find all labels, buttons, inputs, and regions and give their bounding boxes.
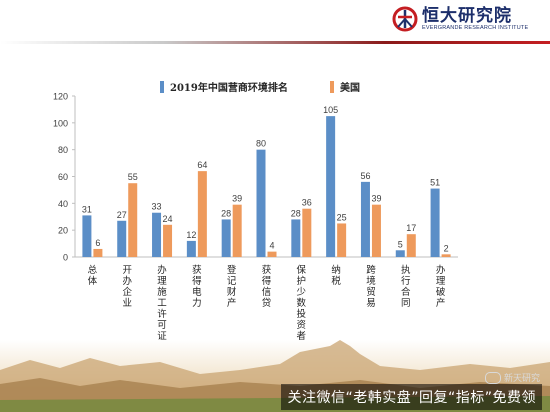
y-tick-label: 60 xyxy=(58,172,68,182)
x-tick-label: 获得电力 xyxy=(192,265,202,309)
header: 恒大研究院 EVERGRANDE RESEARCH INSTITUTE xyxy=(0,0,550,44)
bar xyxy=(337,223,347,257)
bar xyxy=(152,212,162,257)
chart-axes: 0 20 40 60 80 100 120 xyxy=(53,92,458,263)
bar xyxy=(93,248,103,257)
y-tick-label: 80 xyxy=(58,145,68,155)
bar xyxy=(395,250,405,257)
data-label: 55 xyxy=(128,172,138,182)
bar xyxy=(232,204,242,257)
chart-bars xyxy=(82,116,451,257)
bar xyxy=(197,171,207,257)
data-label: 39 xyxy=(232,194,242,204)
bar xyxy=(163,224,173,257)
brand-name: 恒大研究院 xyxy=(422,5,512,26)
bar xyxy=(128,183,138,257)
data-label: 39 xyxy=(371,194,381,204)
bar-chart: 2019年中国营商环境排名 美国 0 20 40 60 80 100 120 31 6 27 55 3… xyxy=(53,81,458,340)
x-tick-label: 总体 xyxy=(88,264,98,287)
data-label: 64 xyxy=(197,160,207,170)
bar xyxy=(302,208,312,257)
bar xyxy=(291,219,301,257)
x-tick-label: 办理破产 xyxy=(436,264,446,309)
x-tick-label: 获得信贷 xyxy=(262,265,272,309)
data-label: 31 xyxy=(82,204,92,214)
bar xyxy=(406,234,416,257)
y-tick-label: 120 xyxy=(53,92,68,102)
data-label: 4 xyxy=(269,241,274,251)
header-divider xyxy=(0,41,550,44)
x-tick-label: 跨境贸易 xyxy=(366,265,376,309)
data-label: 5 xyxy=(398,239,403,249)
bar xyxy=(441,254,451,257)
x-tick-label: 开办企业 xyxy=(122,265,132,309)
chart-x-ticks: 总体 开办企业 办理施工许可证 获得电力 登记财产 获得信贷 保护少数投资者 纳税 跨境贸易 执行… xyxy=(88,264,446,340)
y-tick-label: 20 xyxy=(58,226,68,236)
bar xyxy=(326,116,336,257)
x-tick-label: 办理施工许可证 xyxy=(157,264,167,340)
y-tick-label: 100 xyxy=(53,118,68,128)
data-label: 24 xyxy=(163,214,173,224)
brand-name-en: EVERGRANDE RESEARCH INSTITUTE xyxy=(422,24,529,31)
data-label: 51 xyxy=(430,178,440,188)
data-label: 33 xyxy=(152,202,162,212)
bar xyxy=(430,188,440,257)
bar xyxy=(221,219,231,257)
wechat-account-name: 新天研究 xyxy=(503,374,540,384)
y-tick-label: 40 xyxy=(58,199,68,209)
x-tick-label: 保护少数投资者 xyxy=(297,264,307,340)
data-label: 56 xyxy=(360,171,370,181)
bar xyxy=(117,220,127,257)
legend-label: 美国 xyxy=(340,81,360,94)
evergrande-logo-icon xyxy=(392,6,418,32)
chart-data-labels: 3162755332412642839804283610525563951751… xyxy=(82,105,449,253)
legend-label: 2019年中国营商环境排名 xyxy=(170,81,288,94)
data-label: 6 xyxy=(95,238,100,248)
bar xyxy=(360,181,370,257)
data-label: 105 xyxy=(323,105,338,115)
bar xyxy=(186,240,196,257)
legend-swatch xyxy=(160,81,164,93)
chart-legend: 2019年中国营商环境排名 美国 xyxy=(160,81,360,94)
legend-swatch xyxy=(330,81,334,93)
bar xyxy=(82,215,92,257)
data-label: 17 xyxy=(406,223,416,233)
y-tick-label: 0 xyxy=(63,253,68,263)
data-label: 2 xyxy=(444,243,449,253)
x-tick-label: 执行合同 xyxy=(401,264,411,309)
brand-logo: 恒大研究院 EVERGRANDE RESEARCH INSTITUTE xyxy=(392,6,528,32)
data-label: 28 xyxy=(221,208,231,218)
data-label: 25 xyxy=(337,212,347,222)
data-label: 12 xyxy=(186,230,196,240)
x-tick-label: 纳税 xyxy=(331,264,341,287)
wechat-icon xyxy=(484,371,501,384)
bar xyxy=(371,204,381,257)
data-label: 28 xyxy=(291,208,301,218)
wechat-account-chip: 新天研究 xyxy=(484,371,540,384)
bar xyxy=(267,251,277,257)
data-label: 36 xyxy=(302,198,312,208)
data-label: 27 xyxy=(117,210,127,220)
bar xyxy=(256,149,266,257)
promo-watermark: 关注微信“老韩实盘”回复“指标”免费领 xyxy=(281,384,542,410)
data-label: 80 xyxy=(256,139,266,149)
x-tick-label: 登记财产 xyxy=(227,265,237,309)
